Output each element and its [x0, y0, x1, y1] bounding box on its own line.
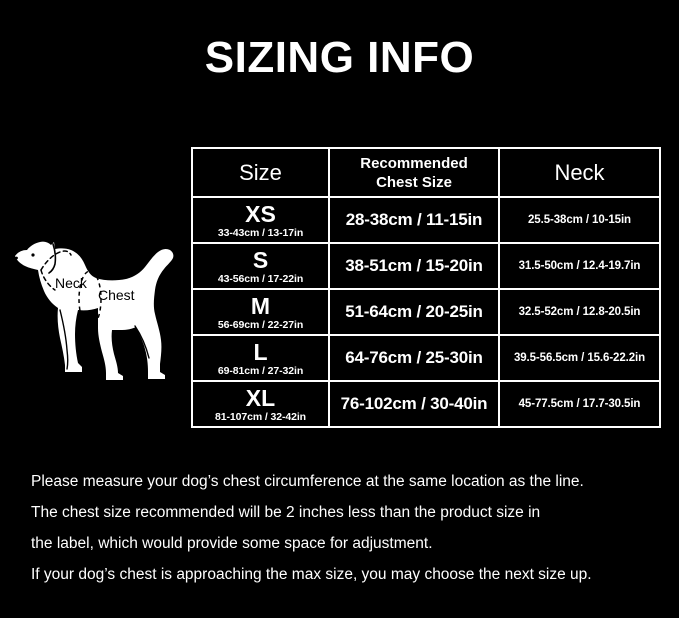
table-row: XS 33-43cm / 13-17in 28-38cm / 11-15in 2…: [191, 196, 661, 244]
size-label: XL: [245, 384, 276, 411]
cell-chest-size: 51-64cm / 20-25in: [328, 288, 500, 336]
cell-neck-size: 45-77.5cm / 17.7-30.5in: [498, 380, 661, 428]
cell-neck-size: 39.5-56.5cm / 15.6-22.2in: [498, 334, 661, 382]
size-range: 69-81cm / 27-32in: [217, 364, 304, 377]
column-header-neck: Neck: [498, 147, 661, 198]
cell-size: S 43-56cm / 17-22in: [191, 242, 330, 290]
size-range: 43-56cm / 17-22in: [217, 272, 304, 285]
table-body: XS 33-43cm / 13-17in 28-38cm / 11-15in 2…: [191, 196, 661, 428]
size-label: S: [252, 246, 269, 273]
neck-label: Neck: [55, 275, 88, 291]
cell-neck-size: 25.5-38cm / 10-15in: [498, 196, 661, 244]
column-header-chest-line1: Recommended: [360, 154, 468, 172]
table-row: XL 81-107cm / 32-42in 76-102cm / 30-40in…: [191, 380, 661, 428]
column-header-chest-line2: Chest Size: [376, 173, 452, 191]
size-range: 81-107cm / 32-42in: [214, 410, 306, 423]
sizing-notes: Please measure your dog’s chest circumfe…: [31, 466, 651, 590]
cell-chest-size: 64-76cm / 25-30in: [328, 334, 500, 382]
note-line: The chest size recommended will be 2 inc…: [31, 504, 541, 521]
note-line: Please measure your dog’s chest circumfe…: [31, 473, 584, 490]
note-line: the label, which would provide some spac…: [31, 535, 433, 552]
size-label: XS: [245, 200, 276, 227]
size-label: M: [250, 292, 271, 319]
size-range: 56-69cm / 22-27in: [217, 318, 304, 331]
table-header: Size Recommended Chest Size Neck: [191, 147, 661, 198]
cell-neck-size: 32.5-52cm / 12.8-20.5in: [498, 288, 661, 336]
cell-chest-size: 76-102cm / 30-40in: [328, 380, 500, 428]
size-label: L: [253, 338, 268, 365]
dog-measurement-illustration: Neck Chest: [8, 222, 193, 402]
cell-size: M 56-69cm / 22-27in: [191, 288, 330, 336]
table-row: S 43-56cm / 17-22in 38-51cm / 15-20in 31…: [191, 242, 661, 290]
size-range: 33-43cm / 13-17in: [217, 226, 304, 239]
note-line: If your dog’s chest is approaching the m…: [31, 566, 592, 583]
table-row: L 69-81cm / 27-32in 64-76cm / 25-30in 39…: [191, 334, 661, 382]
page-title: SIZING INFO: [204, 33, 475, 82]
table-row: M 56-69cm / 22-27in 51-64cm / 20-25in 32…: [191, 288, 661, 336]
chest-label: Chest: [98, 287, 135, 303]
cell-size: XS 33-43cm / 13-17in: [191, 196, 330, 244]
table-header-row: Size Recommended Chest Size Neck: [191, 147, 661, 198]
cell-chest-size: 38-51cm / 15-20in: [328, 242, 500, 290]
cell-chest-size: 28-38cm / 11-15in: [328, 196, 500, 244]
cell-size: XL 81-107cm / 32-42in: [191, 380, 330, 428]
dog-silhouette-icon: Neck Chest: [15, 241, 174, 380]
cell-neck-size: 31.5-50cm / 12.4-19.7in: [498, 242, 661, 290]
column-header-size: Size: [191, 147, 330, 198]
sizing-table: Size Recommended Chest Size Neck XS 33-4…: [191, 147, 661, 428]
cell-size: L 69-81cm / 27-32in: [191, 334, 330, 382]
column-header-chest-size: Recommended Chest Size: [328, 147, 500, 198]
